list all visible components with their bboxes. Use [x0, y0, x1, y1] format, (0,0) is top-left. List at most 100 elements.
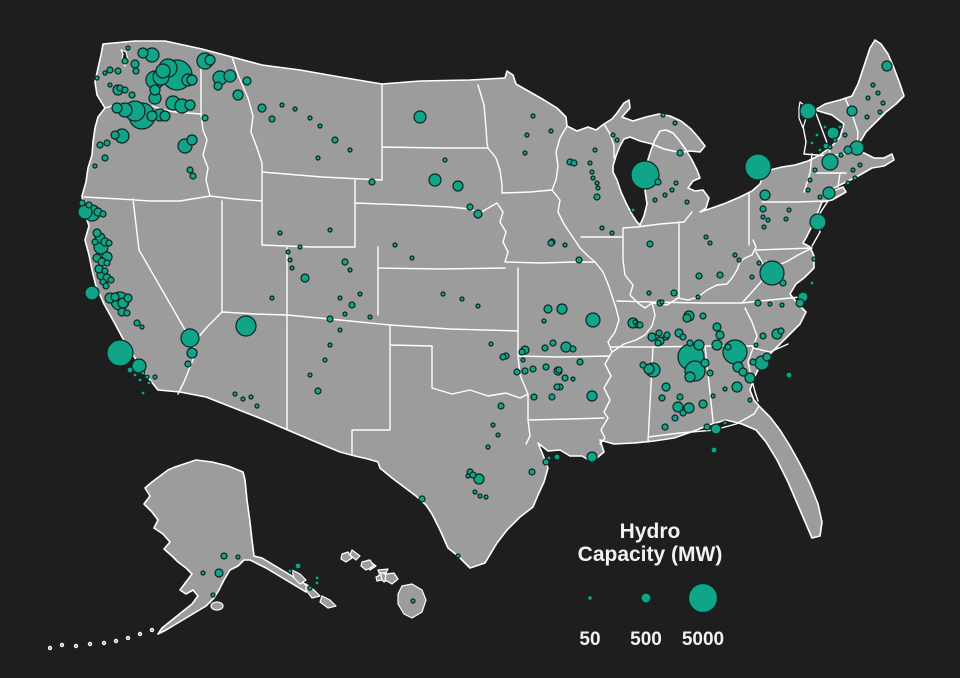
hydro-plant-bubble [530, 393, 538, 401]
hydro-plant-bubble [811, 256, 817, 262]
hydro-plant-bubble [102, 70, 108, 76]
hydro-plant-bubble [132, 372, 138, 378]
hydro-plant-bubble [553, 383, 561, 391]
hydro-plant-bubble [543, 304, 553, 314]
hydro-plant-bubble [342, 311, 348, 317]
hydro-plant-bubble [865, 95, 871, 101]
hydro-plant-bubble [585, 312, 601, 328]
hydro-plant-bubble [661, 382, 671, 392]
hydro-plant-bubble [357, 291, 363, 297]
hydro-plant-bubble [130, 59, 140, 69]
hydro-plant-bubble [724, 343, 732, 351]
hydro-plant-bubble [875, 90, 881, 96]
hydro-plant-bubble [529, 365, 537, 373]
hydro-plant-bubble [703, 423, 711, 431]
hydro-plant-bubble [710, 393, 716, 399]
hydro-plant-bubble [254, 403, 260, 409]
legend-size-labels: 50 500 5000 [579, 629, 724, 650]
hydro-plant-bubble [646, 240, 654, 248]
hydro-plant-bubble [472, 489, 478, 495]
hydro-plant-bubble [495, 432, 501, 438]
hydro-plant-bubble [121, 86, 129, 94]
hydro-plant-bubble [587, 160, 593, 166]
hydro-plant-bubble [133, 319, 141, 327]
hydro-plant-bubble [107, 276, 115, 284]
hydro-plant-bubble [268, 115, 276, 123]
hydro-plant-bubble [279, 102, 285, 108]
hydro-plant-bubble [549, 339, 557, 347]
hydro-plant-bubble [541, 318, 547, 324]
hydro-plant-bubble [707, 240, 713, 246]
hydro-plant-bubble [331, 136, 339, 144]
hydro-plant-bubble [744, 153, 772, 181]
hydro-plant-bubble [314, 575, 320, 581]
hydro-plant-bubble [186, 74, 198, 86]
hydro-plant-bubble [223, 69, 237, 83]
hydro-plant-bubble [337, 295, 343, 301]
hydro-plant-bubble [155, 63, 171, 79]
hydro-plant-bubble [570, 159, 578, 167]
hydro-plant-bubble [85, 201, 93, 209]
hydro-plant-bubble [269, 295, 275, 301]
hydro-plant-bubble [870, 82, 876, 88]
hydro-plant-bubble [783, 216, 789, 222]
hydro-plant-bubble [92, 163, 98, 169]
hydro-plant-bubble [186, 134, 198, 146]
hydro-plant-bubble [676, 149, 684, 157]
hydro-plant-bubble [738, 367, 748, 377]
hydro-plant-bubble [497, 402, 505, 410]
hydro-plant-bubble [110, 292, 120, 302]
hydro-plant-bubble [110, 130, 120, 140]
hydro-plant-bubble [140, 370, 146, 376]
hydro-plant-bubble [184, 360, 192, 368]
hydro-plant-bubble [599, 225, 605, 231]
hydro-plant-bubble [663, 331, 671, 339]
hydro-plant-bubble [817, 147, 823, 153]
hydro-plant-bubble [105, 239, 113, 247]
hydro-plant-bubble [307, 585, 313, 591]
hydro-plant-bubble [442, 157, 448, 163]
legend-size-circles [586, 582, 719, 614]
hydro-plant-bubble [542, 363, 550, 371]
hydro-plant-bubble [679, 333, 687, 341]
hydro-plant-bubble [307, 115, 313, 121]
hydro-plant-bubble [518, 348, 526, 356]
hydro-plant-bubble [593, 193, 601, 201]
hydro-plant-bubble [473, 209, 483, 219]
hydro-plant-bubble [777, 327, 785, 335]
aleutian-islands [47, 627, 155, 651]
hydro-plant-bubble [561, 374, 569, 382]
alaska-landmass [143, 459, 311, 635]
legend: Hydro Capacity (MW) 50 500 5000 [578, 520, 724, 650]
hydro-plant-bubble [440, 291, 446, 297]
hydro-plant-bubble [347, 147, 353, 153]
hydro-plant-bubble [483, 494, 489, 500]
hydro-plant-bubble [248, 394, 254, 400]
hydro-plant-bubble [594, 180, 600, 186]
hydro-plant-bubble [132, 67, 140, 75]
hydro-plant-bubble [300, 273, 310, 283]
hydro-plant-bubble [759, 189, 771, 201]
hydro-plant-bubble [314, 580, 320, 586]
hydro-plant-bubble [699, 312, 707, 320]
hydro-plant-bubble [850, 167, 856, 173]
hydro-plant-bubble [78, 199, 86, 207]
hydro-plant-bubble [832, 137, 838, 143]
hydro-plant-bubble [684, 199, 690, 205]
legend-size-circle [586, 594, 593, 601]
hydro-plant-bubble [654, 178, 662, 186]
hydro-plant-bubble [337, 327, 343, 333]
hydro-plant-bubble [294, 562, 302, 570]
hydro-plant-bubble [715, 330, 725, 340]
hydro-plant-bubble [139, 324, 145, 330]
hydro-plant-bubble [822, 186, 836, 200]
hydro-plant-bubble [877, 109, 883, 115]
hydro-plant-bubble [189, 172, 197, 180]
hydro-plant-bubble [837, 124, 843, 130]
hydro-plant-bubble [204, 54, 216, 66]
hydro-plant-bubble [759, 332, 767, 340]
hydro-plant-bubble [214, 568, 224, 578]
hydro-plant-bubble [99, 210, 107, 218]
hydro-plant-bubble [546, 455, 552, 461]
